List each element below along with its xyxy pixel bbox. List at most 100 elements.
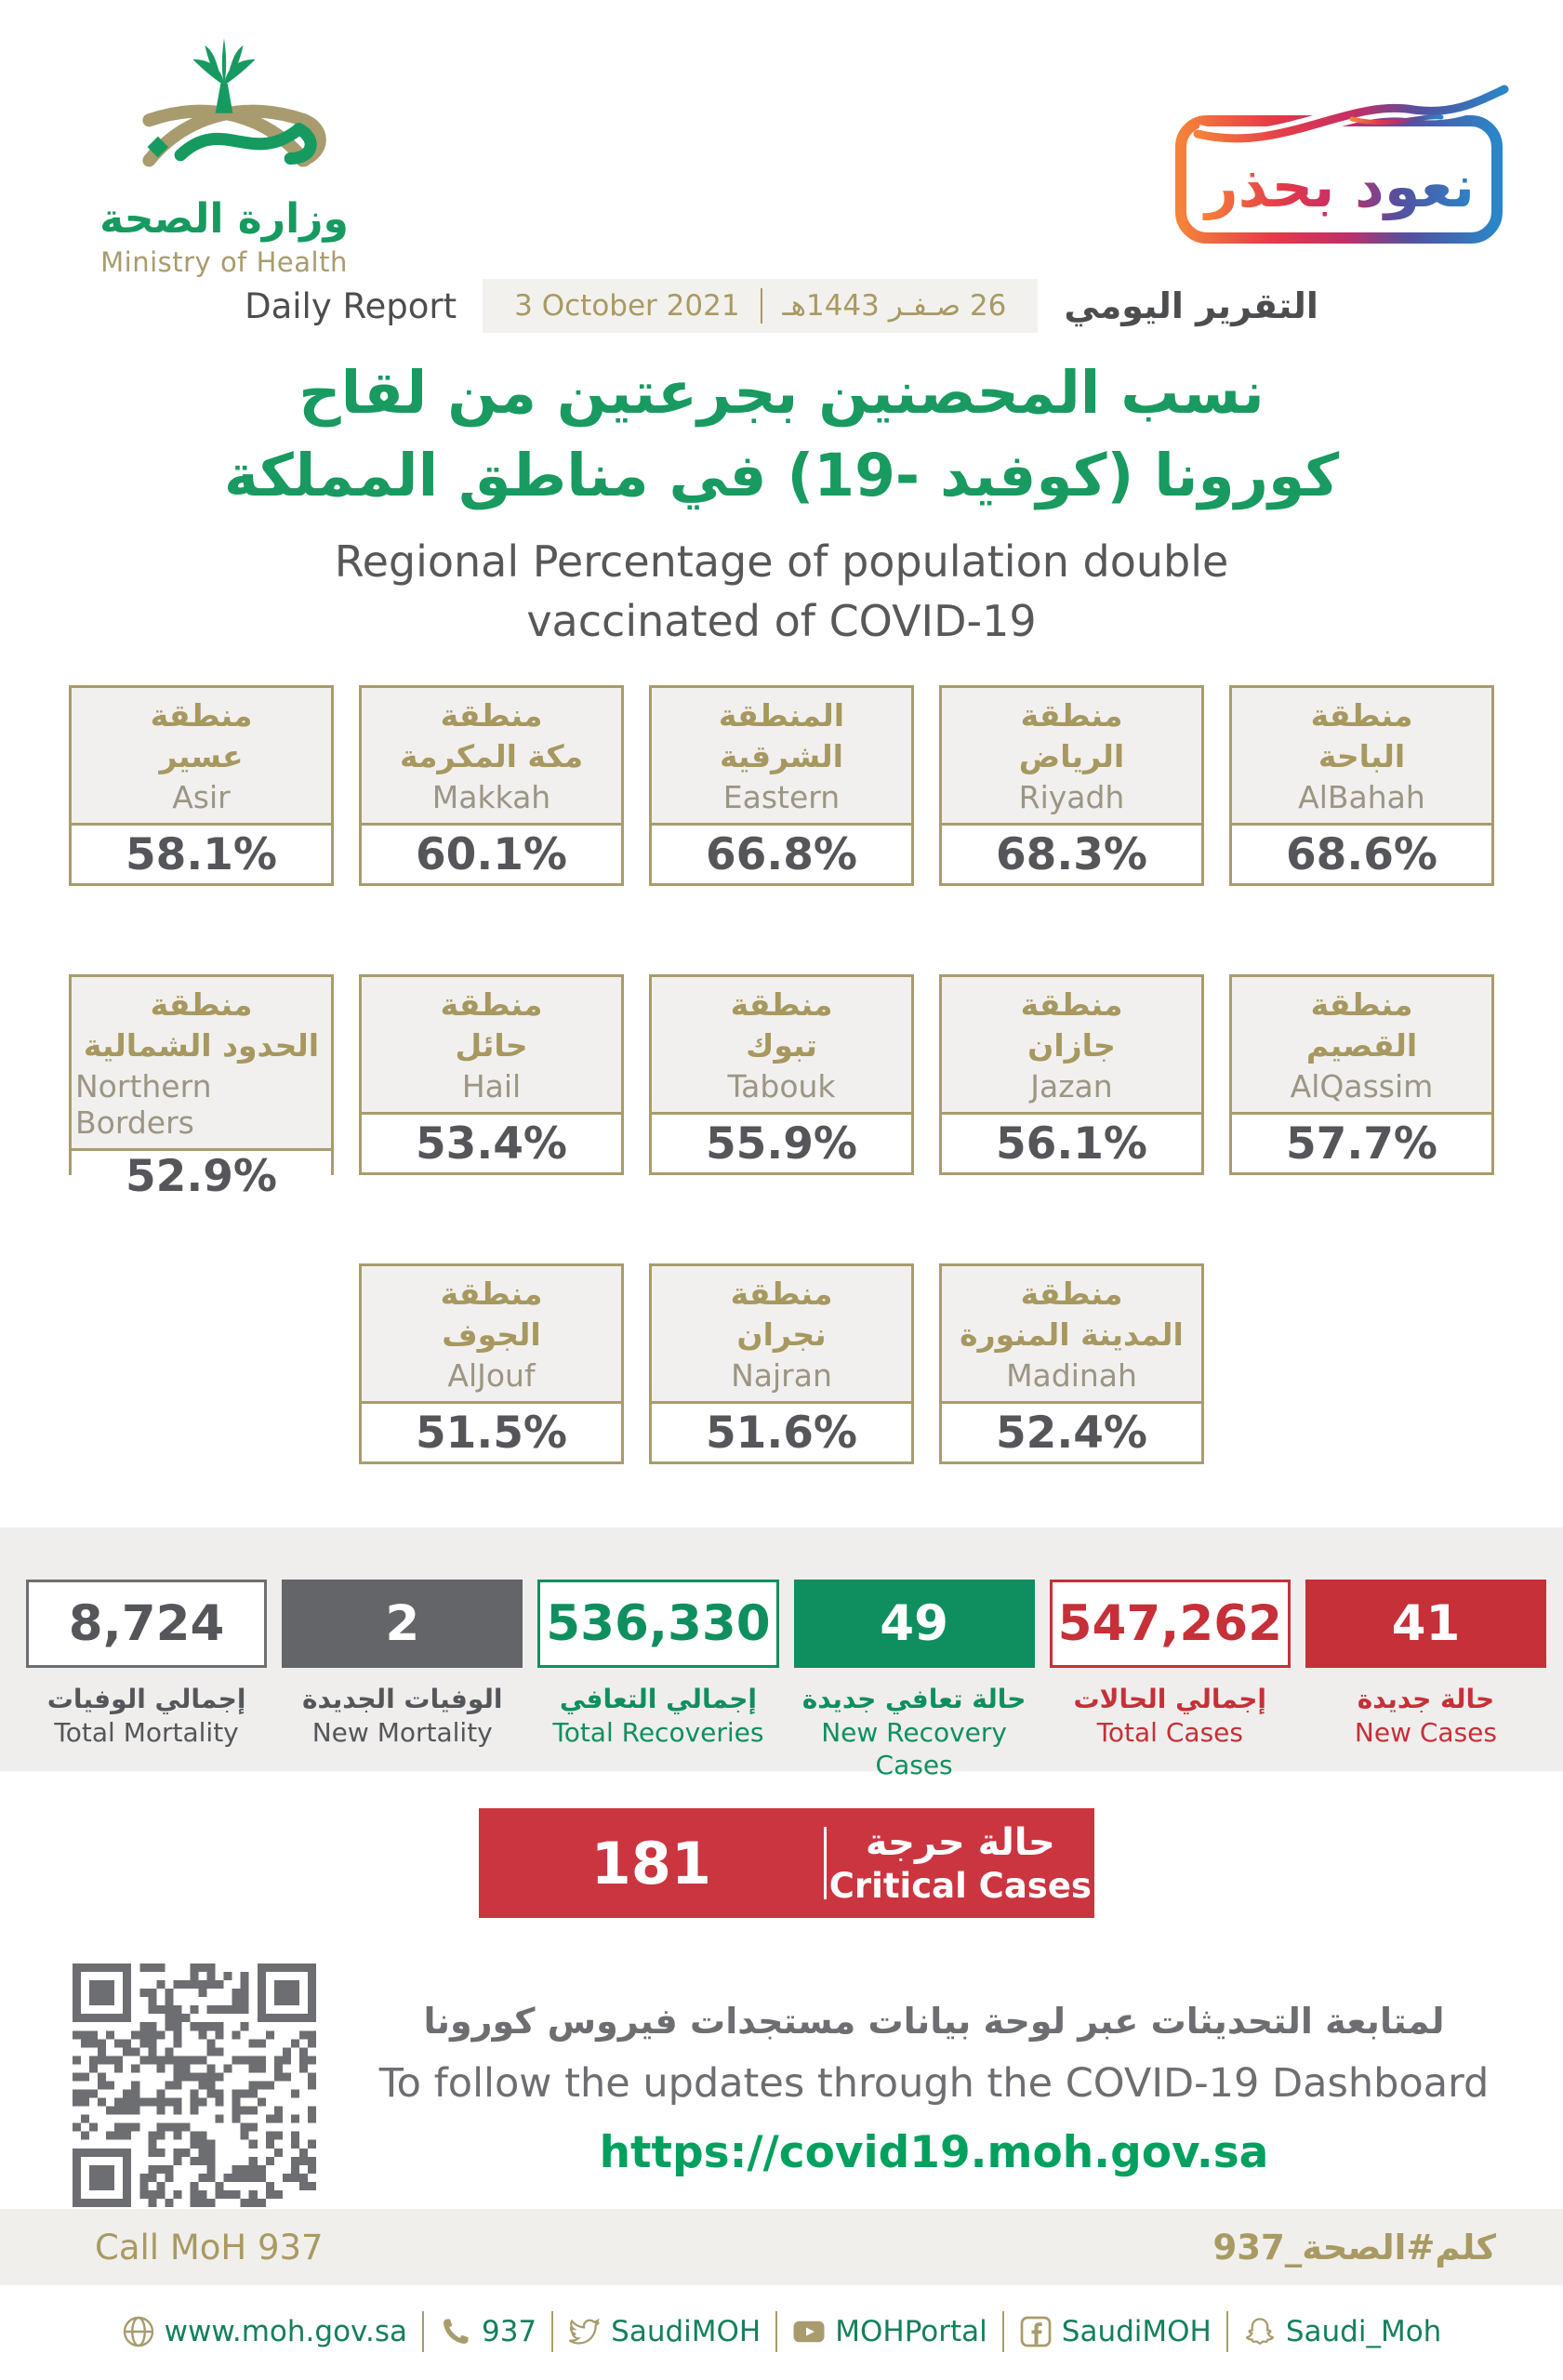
footer-separator (551, 2311, 554, 2352)
region-name-ar: المنطقة الشرقية (718, 697, 845, 774)
dashboard-url-link[interactable]: https://covid19.moh.gov.sa (599, 2127, 1269, 2178)
region-name-ar: منطقة جازان (1020, 986, 1123, 1064)
footer-separator (421, 2311, 424, 2352)
region-name-en: Madinah (1006, 1357, 1137, 1395)
stat-new-cases: 41 حالة جديدة New Cases (1305, 1580, 1547, 1771)
stat-label-ar: الوفيات الجديدة (302, 1684, 503, 1714)
critical-label-en: Critical Cases (828, 1865, 1092, 1906)
page-title-arabic: نسب المحصنين بجرعتين من لقاح كورونا (كوف… (0, 351, 1563, 518)
region-card-tabouk: منطقة تبوك Tabouk 55.9% (649, 974, 914, 1175)
badge-swoosh-icon (1193, 85, 1509, 143)
footer-phone-link[interactable]: 937 (439, 2315, 536, 2348)
date-box: 3 October 2021 26 صـفـر 1443هـ (483, 279, 1039, 333)
dashboard-line-en: To follow the updates through the COVID-… (378, 2060, 1490, 2107)
region-card-jazan: منطقة جازان Jazan 56.1% (939, 974, 1204, 1175)
region-name-ar: منطقة مكة المكرمة (399, 697, 584, 774)
region-name-en: Jazan (1030, 1068, 1113, 1105)
stat-label-en: Total Mortality (54, 1717, 239, 1749)
region-name-en: Najran (731, 1357, 832, 1395)
stat-label-en: Total Cases (1096, 1717, 1243, 1749)
page-title-english-line2: vaccinated of COVID-19 (526, 596, 1037, 647)
stat-label-ar: حالة جديدة (1357, 1684, 1495, 1714)
stat-new-mortality: 2 الوفيات الجديدة New Mortality (282, 1580, 523, 1771)
region-card-aljouf: منطقة الجوف AlJouf 51.5% (359, 1263, 624, 1464)
region-name-en: AlQassim (1290, 1068, 1434, 1105)
region-card-madinah: منطقة المدينة المنورة Madinah 52.4% (939, 1263, 1204, 1464)
region-name-en: Eastern (722, 779, 841, 816)
region-name-en: Northern Borders (75, 1068, 212, 1142)
region-name-ar: منطقة المدينة المنورة (960, 1276, 1184, 1353)
region-name-en: Riyadh (1018, 779, 1125, 816)
footer-contact-row: www.moh.gov.sa 937 SaudiMOH MOHPortal Sa… (0, 2311, 1563, 2352)
stat-label-ar: إجمالي الوفيات (46, 1684, 246, 1714)
page-title-arabic-line2: كورونا (كوفيد -19) في مناطق المملكة (223, 442, 1340, 510)
stat-label-ar: إجمالي الحالات (1073, 1684, 1266, 1714)
region-name-ar: منطقة تبوك (730, 986, 833, 1064)
region-card-asir: منطقة عسير Asir 58.1% (69, 685, 334, 886)
region-name-ar: منطقة القصيم (1305, 986, 1418, 1064)
stat-new-recovery-cases: 49 حالة تعافي جديدة New Recovery Cases (793, 1580, 1035, 1780)
stat-total-cases: 547,262 إجمالي الحالات Total Cases (1049, 1580, 1291, 1771)
footer-youtube-link[interactable]: MOHPortal (792, 2315, 987, 2348)
call-moh-band: Call MoH 937 كلم#الصحة_937 (0, 2209, 1563, 2285)
region-value: 52.9% (72, 1151, 331, 1203)
region-name-en: Tabouk (727, 1068, 836, 1105)
stat-label-ar: حالة تعافي جديدة (801, 1684, 1027, 1714)
date-hijri: 26 صـفـر 1443هـ (782, 289, 1007, 323)
region-name-ar: منطقة عسير (150, 697, 253, 774)
page-title-english-line1: Regional Percentage of population double (334, 536, 1229, 587)
region-name-ar: منطقة الرياض (1018, 697, 1125, 774)
region-name-ar: منطقة الباحة (1310, 697, 1413, 774)
region-card-hail: منطقة حائل Hail 53.4% (359, 974, 624, 1175)
region-card-albahah: منطقة الباحة AlBahah 68.6% (1229, 685, 1494, 886)
stat-label-en: New Recovery Cases (821, 1717, 1007, 1781)
stat-value: 2 (282, 1580, 523, 1668)
stat-label-en: Total Recoveries (552, 1717, 764, 1749)
call-moh-arabic: كلم#الصحة_937 (1212, 2227, 1496, 2268)
region-value: 53.4% (362, 1115, 621, 1172)
stat-value: 8,724 (26, 1580, 268, 1668)
critical-cases-box: 181 حالة حرجة Critical Cases (479, 1808, 1094, 1918)
region-value: 57.7% (1232, 1115, 1491, 1172)
region-card-alqassim: منطقة القصيم AlQassim 57.7% (1229, 974, 1494, 1175)
region-name-ar: منطقة الحدود الشمالية (83, 986, 320, 1064)
youtube-icon (793, 2320, 825, 2343)
footer-twitter-link[interactable]: SaudiMOH (568, 2315, 761, 2348)
footer-separator (775, 2311, 778, 2352)
critical-divider (823, 1827, 827, 1899)
region-name-ar: منطقة الجوف (440, 1276, 543, 1353)
qr-code (73, 1964, 316, 2207)
region-value: 51.6% (652, 1404, 911, 1461)
region-value: 60.1% (362, 826, 621, 883)
region-value: 68.6% (1232, 826, 1491, 883)
region-value: 55.9% (652, 1115, 911, 1172)
date-gregorian: 3 October 2021 (514, 289, 740, 323)
stat-value: 536,330 (537, 1580, 779, 1668)
stat-label-en: New Cases (1354, 1717, 1497, 1749)
region-card-eastern: المنطقة الشرقية Eastern 66.8% (649, 685, 914, 886)
region-card-riyadh: منطقة الرياض Riyadh 68.3% (939, 685, 1204, 886)
region-name-en: AlBahah (1298, 779, 1425, 816)
footer-separator (1001, 2311, 1004, 2352)
critical-label-ar: حالة حرجة (865, 1820, 1055, 1864)
footer-website-link[interactable]: www.moh.gov.sa (122, 2315, 407, 2348)
footer-facebook-link[interactable]: SaudiMOH (1019, 2315, 1212, 2348)
stat-label-en: New Mortality (311, 1717, 493, 1749)
region-card-makkah: منطقة مكة المكرمة Makkah 60.1% (359, 685, 624, 886)
return-with-caution-badge: نعود بحذر (1170, 80, 1510, 253)
region-value: 66.8% (652, 826, 911, 883)
region-card-northern-borders: منطقة الحدود الشمالية Northern Borders 52… (69, 974, 334, 1203)
critical-cases-value: 181 (590, 1829, 712, 1897)
region-card-najran: منطقة نجران Najran 51.6% (649, 1263, 914, 1464)
region-value: 52.4% (942, 1404, 1201, 1461)
date-separator (760, 288, 762, 324)
footer-separator (1225, 2311, 1228, 2352)
footer-snapchat-link[interactable]: Saudi_Moh (1243, 2315, 1441, 2348)
report-bar: Daily Report 3 October 2021 26 صـفـر 144… (0, 279, 1563, 333)
region-name-ar: منطقة نجران (730, 1276, 833, 1353)
logo-title-arabic: وزارة الصحة (99, 195, 349, 243)
daily-stats-band: 8,724 إجمالي الوفيات Total Mortality 2 ا… (0, 1527, 1563, 1780)
daily-report-label: Daily Report (245, 285, 457, 326)
phone-icon (444, 2319, 469, 2344)
